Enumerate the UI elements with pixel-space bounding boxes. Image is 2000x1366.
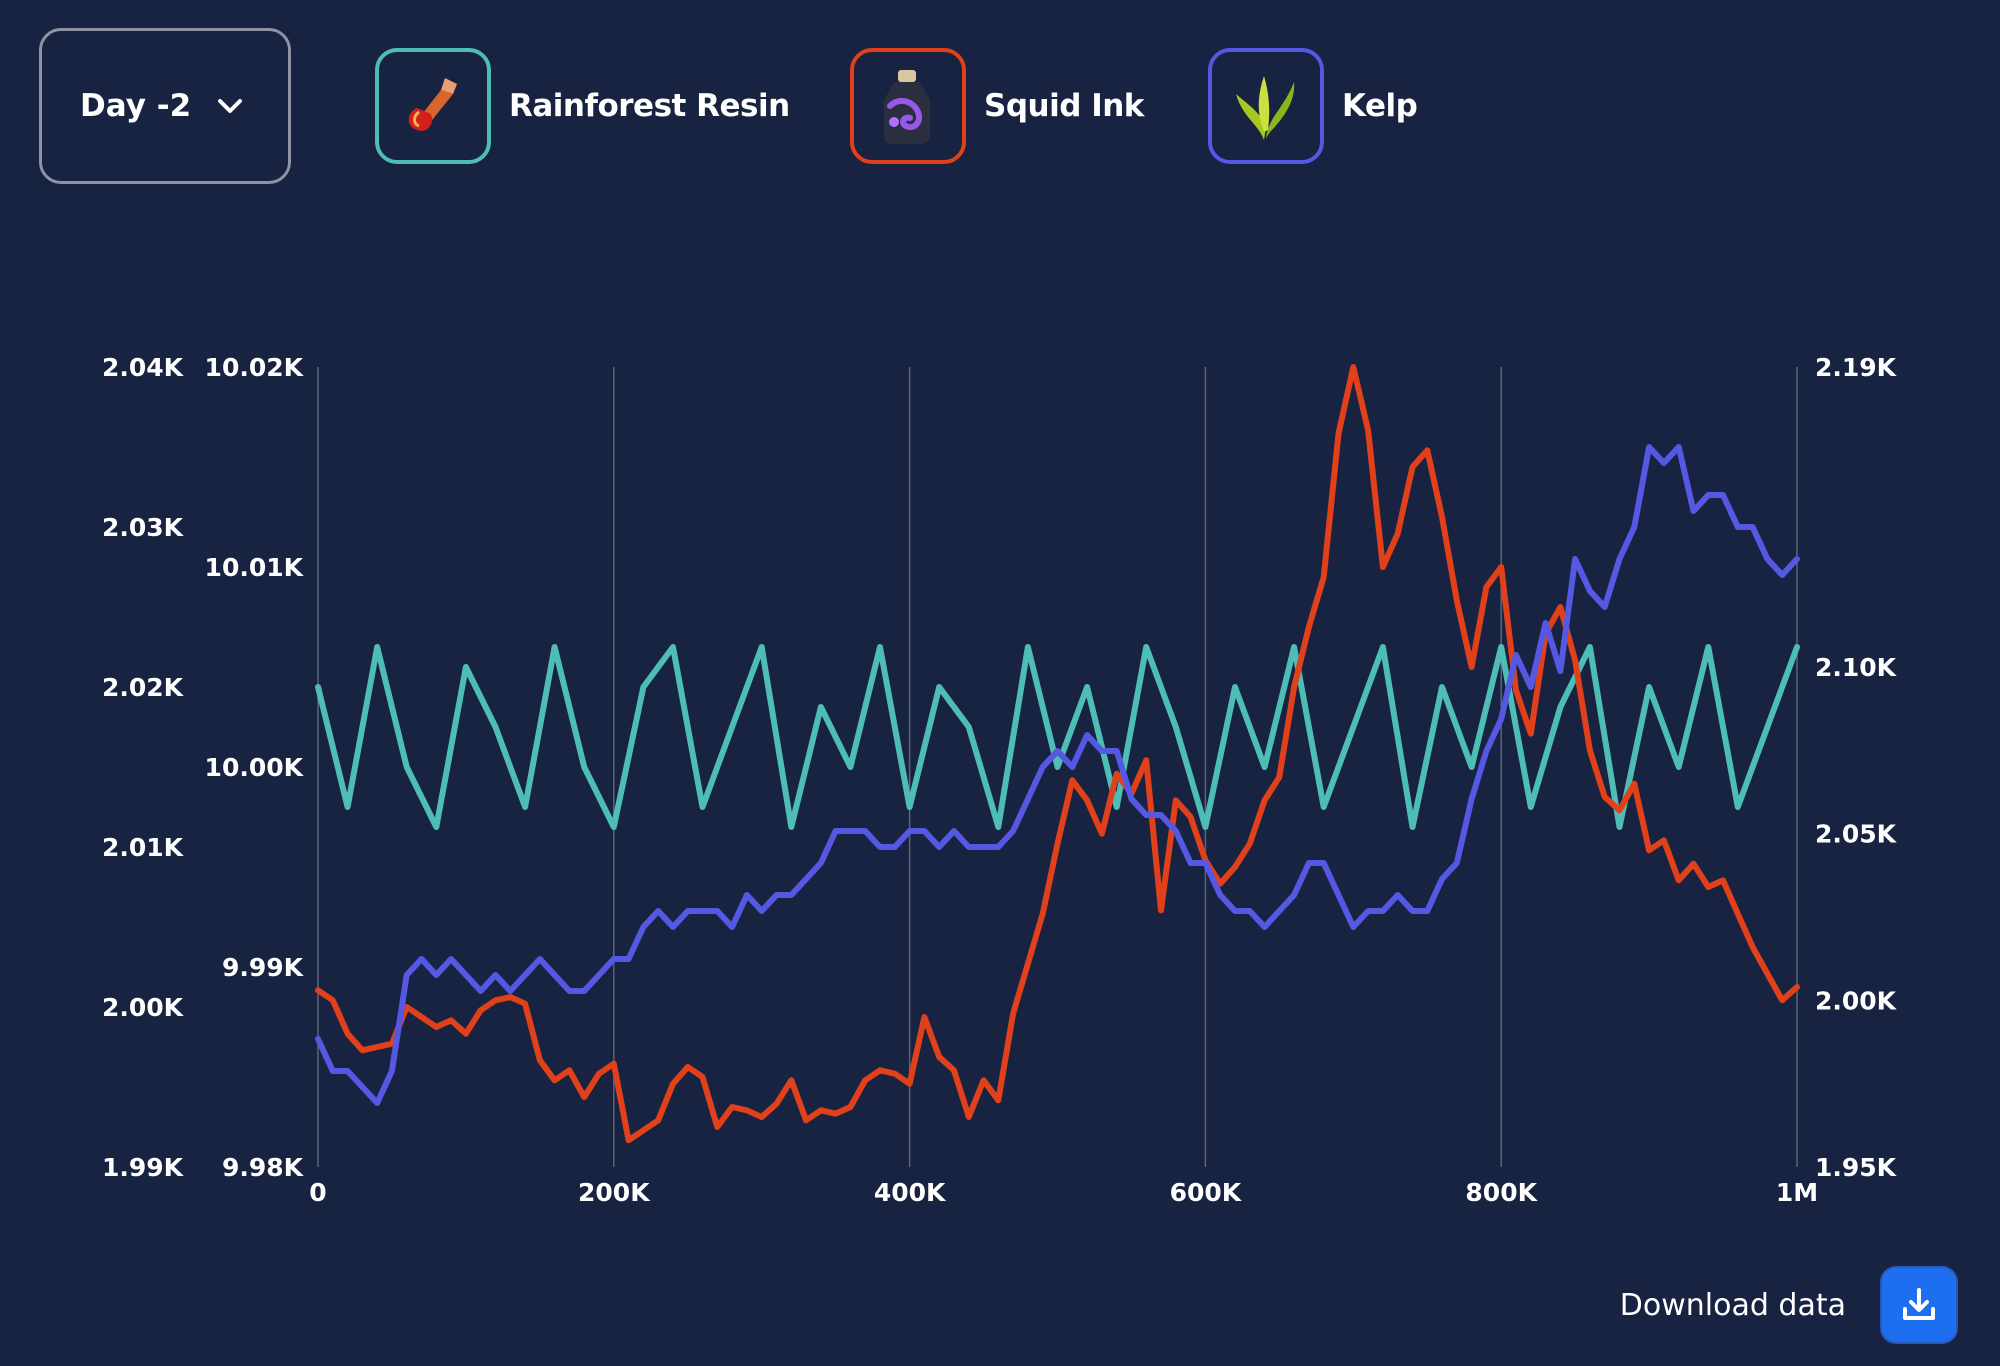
squid-ink-bottle-icon xyxy=(850,48,966,164)
download-label: Download data xyxy=(1619,1287,1846,1323)
y-tick-label-resin: 10.00K xyxy=(205,753,305,782)
day-select-label: Day -2 xyxy=(80,88,192,124)
legend-label-squid-ink: Squid Ink xyxy=(984,88,1144,124)
resin-icon xyxy=(375,48,491,164)
legend-label-kelp: Kelp xyxy=(1342,88,1418,124)
y-tick-label-kelp: 2.02K xyxy=(102,673,185,702)
legend-item-kelp[interactable]: Kelp xyxy=(1208,48,1418,164)
y-tick-label-squid: 1.95K xyxy=(1815,1153,1898,1182)
x-tick-label: 0 xyxy=(309,1178,326,1207)
x-tick-label: 1M xyxy=(1776,1178,1818,1207)
legend-item-squid-ink[interactable]: Squid Ink xyxy=(850,48,1144,164)
y-tick-label-squid: 2.00K xyxy=(1815,986,1898,1015)
series-line-kelp xyxy=(315,444,1800,1106)
download-button[interactable] xyxy=(1882,1268,1956,1342)
y-tick-label-kelp: 2.01K xyxy=(102,833,185,862)
y-tick-label-kelp: 2.03K xyxy=(102,513,185,542)
download-data[interactable]: Download data xyxy=(1620,1268,1956,1342)
kelp-icon xyxy=(1208,48,1324,164)
y-tick-label-resin: 10.02K xyxy=(205,353,305,382)
y-tick-label-kelp: 1.99K xyxy=(102,1153,185,1182)
y-tick-label-squid: 2.05K xyxy=(1815,820,1898,849)
x-tick-label: 400K xyxy=(874,1178,947,1207)
y-tick-label-kelp: 2.00K xyxy=(102,993,185,1022)
download-icon xyxy=(1903,1288,1935,1320)
series-line-squid-ink xyxy=(315,364,1800,1144)
x-tick-label: 800K xyxy=(1465,1178,1538,1207)
y-tick-label-resin: 10.01K xyxy=(205,553,305,582)
x-tick-label: 600K xyxy=(1170,1178,1243,1207)
y-tick-label-kelp: 2.04K xyxy=(102,353,185,382)
y-tick-label-resin: 9.98K xyxy=(222,1153,305,1182)
y-tick-label-resin: 9.99K xyxy=(222,953,305,982)
series-line-rainforest-resin xyxy=(315,644,1800,830)
legend-label-rainforest-resin: Rainforest Resin xyxy=(509,88,790,124)
y-tick-label-squid: 2.10K xyxy=(1815,653,1898,682)
chevron-down-icon xyxy=(218,99,243,113)
y-tick-label-squid: 2.19K xyxy=(1815,353,1898,382)
day-select-dropdown[interactable]: Day -2 xyxy=(39,28,291,184)
legend-item-rainforest-resin[interactable]: Rainforest Resin xyxy=(375,48,790,164)
x-tick-label: 200K xyxy=(578,1178,651,1207)
